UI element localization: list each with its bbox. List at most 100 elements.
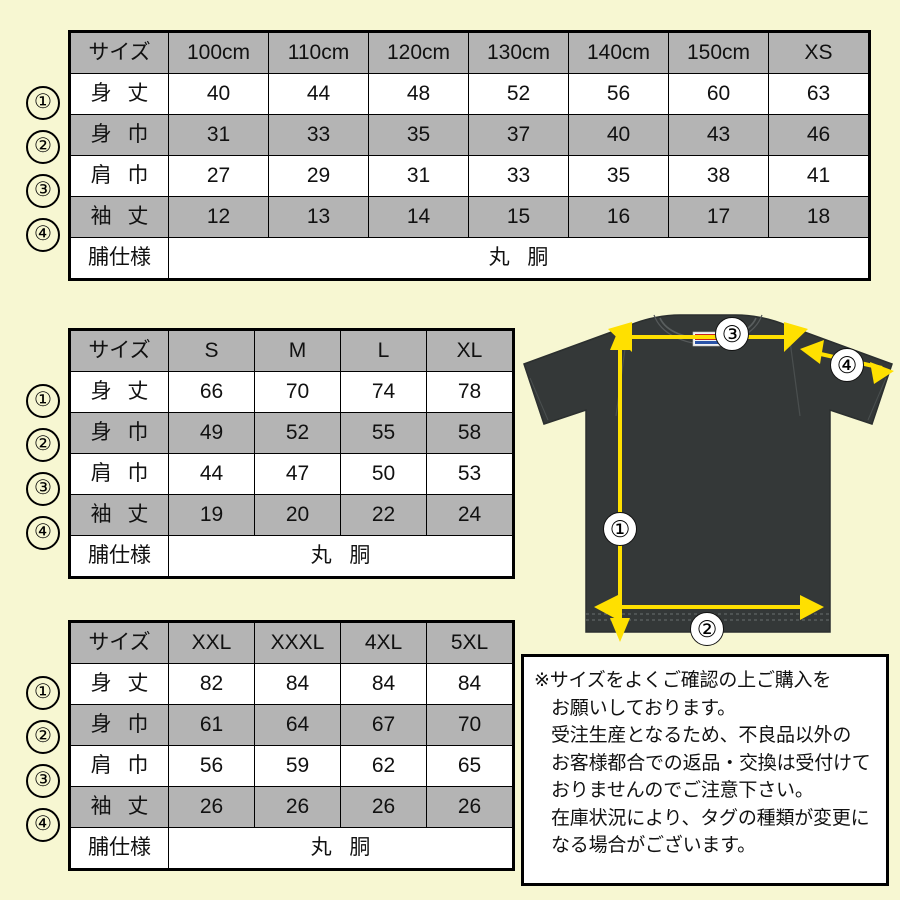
cell-value: 84 [254, 663, 341, 705]
cell-value: 35 [568, 155, 669, 197]
row-label: 肩 巾 [69, 155, 169, 197]
size-table-kids: サイズ 100cm 110cm 120cm 130cm 140cm 150cm … [68, 30, 871, 281]
column-header: XXXL [254, 621, 341, 664]
cell-value: 29 [268, 155, 369, 197]
cell-value: 31 [368, 155, 469, 197]
cell-value: 44 [168, 453, 255, 495]
measure-index-2: ② [26, 720, 60, 754]
cell-value: 44 [268, 73, 369, 115]
cell-value: 31 [168, 114, 269, 156]
cell-value: 15 [468, 196, 569, 238]
column-header: 140cm [568, 31, 669, 74]
measure-index-1: ① [26, 86, 60, 120]
cell-value: 52 [254, 412, 341, 454]
table-row: 身 巾 31 33 35 37 40 43 46 [69, 114, 870, 156]
size-table-block-kids: サイズ 100cm 110cm 120cm 130cm 140cm 150cm … [68, 30, 871, 281]
cell-value: 65 [426, 745, 514, 787]
row-label: 身 巾 [69, 114, 169, 156]
cell-value: 18 [768, 196, 870, 238]
table-header-row: サイズ 100cm 110cm 120cm 130cm 140cm 150cm … [69, 31, 870, 74]
cell-value: 12 [168, 196, 269, 238]
cell-value: 26 [254, 786, 341, 828]
cell-value: 26 [168, 786, 255, 828]
callout-1: ① [603, 512, 637, 546]
note-line: おりませんのでご注意下さい。 [551, 780, 814, 801]
spec-label: 脯仕様 [69, 827, 169, 870]
cell-value: 43 [668, 114, 769, 156]
cell-value: 50 [340, 453, 427, 495]
spec-label: 脯仕様 [69, 237, 169, 280]
table-header-row: サイズ S M L XL [69, 329, 514, 372]
callout-2: ② [690, 612, 724, 646]
cell-value: 20 [254, 494, 341, 536]
measure-index-4: ④ [26, 808, 60, 842]
column-header: 5XL [426, 621, 514, 664]
measure-index-2: ② [26, 428, 60, 462]
row-label: 身 丈 [69, 73, 169, 115]
spec-value: 丸 胴 [168, 827, 514, 870]
table-row: 身 丈 82 84 84 84 [69, 663, 514, 705]
table-row-spec: 脯仕様 丸 胴 [69, 535, 514, 578]
table-row: 肩 巾 44 47 50 53 [69, 453, 514, 495]
column-header: XXL [168, 621, 255, 664]
column-header: 110cm [268, 31, 369, 74]
cell-value: 58 [426, 412, 514, 454]
cell-value: 40 [168, 73, 269, 115]
cell-value: 49 [168, 412, 255, 454]
size-header-cell: サイズ [69, 31, 169, 74]
cell-value: 52 [468, 73, 569, 115]
cell-value: 33 [468, 155, 569, 197]
measure-index-3: ③ [26, 174, 60, 208]
cell-value: 61 [168, 704, 255, 746]
cell-value: 84 [340, 663, 427, 705]
cell-value: 70 [254, 371, 341, 413]
cell-value: 62 [340, 745, 427, 787]
measure-index-3: ③ [26, 764, 60, 798]
size-header-cell: サイズ [69, 329, 169, 372]
table-header-row: サイズ XXL XXXL 4XL 5XL [69, 621, 514, 664]
callout-3: ③ [715, 317, 749, 351]
cell-value: 16 [568, 196, 669, 238]
table-row: 袖 丈 19 20 22 24 [69, 494, 514, 536]
cell-value: 48 [368, 73, 469, 115]
row-label: 袖 丈 [69, 196, 169, 238]
cell-value: 70 [426, 704, 514, 746]
size-table-bigsize: サイズ XXL XXXL 4XL 5XL 身 丈 82 84 84 84 身 巾… [68, 620, 515, 871]
measure-index-4: ④ [26, 218, 60, 252]
cell-value: 66 [168, 371, 255, 413]
note-line: なる場合がございます。 [551, 835, 756, 856]
table-row: 身 丈 66 70 74 78 [69, 371, 514, 413]
column-header: 150cm [668, 31, 769, 74]
cell-value: 24 [426, 494, 514, 536]
cell-value: 14 [368, 196, 469, 238]
note-line: ※サイズをよくご確認の上ご購入を [534, 670, 832, 691]
cell-value: 27 [168, 155, 269, 197]
table-row-spec: 脯仕様 丸 胴 [69, 827, 514, 870]
table-row-spec: 脯仕様 丸 胴 [69, 237, 870, 280]
column-header: 100cm [168, 31, 269, 74]
column-header: M [254, 329, 341, 372]
tshirt-diagram: ① ② ③ ④ [520, 312, 896, 646]
cell-value: 17 [668, 196, 769, 238]
cell-value: 55 [340, 412, 427, 454]
cell-value: 78 [426, 371, 514, 413]
table-row: 身 巾 49 52 55 58 [69, 412, 514, 454]
column-header: 120cm [368, 31, 469, 74]
table-row: 身 巾 61 64 67 70 [69, 704, 514, 746]
cell-value: 13 [268, 196, 369, 238]
cell-value: 56 [168, 745, 255, 787]
cell-value: 38 [668, 155, 769, 197]
size-header-cell: サイズ [69, 621, 169, 664]
spec-label: 脯仕様 [69, 535, 169, 578]
cell-value: 74 [340, 371, 427, 413]
cell-value: 47 [254, 453, 341, 495]
cell-value: 82 [168, 663, 255, 705]
note-line: お客様都合での返品・交換は受付けて [551, 752, 871, 774]
measure-index-1: ① [26, 676, 60, 710]
spec-value: 丸 胴 [168, 535, 514, 578]
table-row: 肩 巾 27 29 31 33 35 38 41 [69, 155, 870, 197]
note-line: 在庫状況により、タグの種類が変更に [551, 807, 870, 829]
size-table-block-adult: サイズ S M L XL 身 丈 66 70 74 78 身 巾 49 52 [68, 328, 515, 579]
cell-value: 63 [768, 73, 870, 115]
